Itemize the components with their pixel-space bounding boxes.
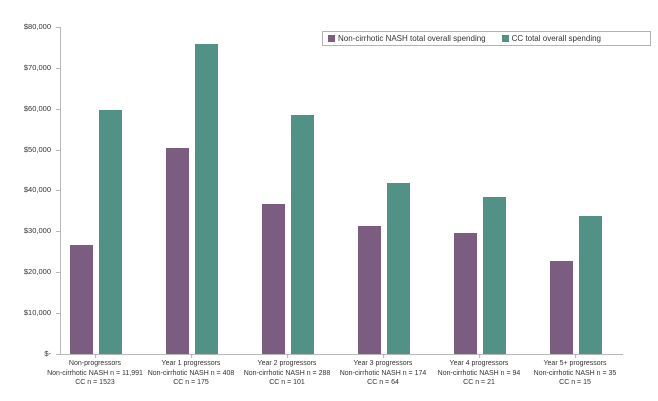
category-name: Non-progressors bbox=[68, 360, 122, 367]
category-cc-n: CC n = 21 bbox=[463, 379, 495, 386]
category-nash-n: Non-cirrhotic NASH n = 288 bbox=[243, 369, 331, 377]
bar-group bbox=[262, 115, 314, 354]
category-cc-n: CC n = 1523 bbox=[75, 379, 115, 386]
bar-cc-spending bbox=[483, 197, 506, 354]
category-nash-n: Non-cirrhotic NASH n = 35 bbox=[533, 369, 617, 377]
y-axis-tick-label: $80,000 bbox=[23, 22, 51, 31]
category-name: Year 2 progressors bbox=[257, 360, 317, 367]
y-axis-tick-label: $50,000 bbox=[23, 145, 51, 154]
category-cc-n: CC n = 101 bbox=[269, 379, 305, 386]
bar-cc-spending bbox=[99, 110, 122, 354]
y-axis-tick bbox=[56, 150, 60, 151]
bar-nash-spending bbox=[550, 261, 573, 354]
category-name: Year 5+ progressors bbox=[543, 360, 607, 367]
category-cc-n: CC n = 64 bbox=[367, 379, 399, 386]
bar-cc-spending bbox=[387, 183, 410, 354]
bar-group bbox=[454, 197, 506, 354]
plot-area bbox=[60, 27, 623, 355]
y-axis-tick-label: $- bbox=[44, 349, 51, 358]
category-nash-n: Non-cirrhotic NASH n = 174 bbox=[339, 369, 427, 377]
category-cc-n: CC n = 175 bbox=[173, 379, 209, 386]
category-nash-n: Non-cirrhotic NASH n = 11,991 bbox=[47, 369, 143, 377]
y-axis-tick bbox=[56, 354, 60, 355]
y-axis-tick bbox=[56, 27, 60, 28]
x-axis-category-label: Year 4 progressors Non-cirrhotic NASH n =… bbox=[399, 359, 559, 388]
y-axis-tick-label: $40,000 bbox=[23, 185, 51, 194]
bar-nash-spending bbox=[358, 226, 381, 354]
legend-swatch-icon bbox=[328, 35, 335, 42]
y-axis-tick-label: $60,000 bbox=[23, 104, 51, 113]
legend: Non-cirrhotic NASH total overall spendin… bbox=[322, 31, 651, 46]
x-axis-category-label: Year 5+ progressors Non-cirrhotic NASH n … bbox=[495, 359, 655, 388]
x-axis-tick bbox=[287, 355, 288, 358]
category-name: Year 4 progressors bbox=[449, 360, 509, 367]
category-nash-n: Non-cirrhotic NASH n = 408 bbox=[147, 369, 235, 377]
category-cc-n: CC n = 15 bbox=[559, 379, 591, 386]
x-axis-tick bbox=[575, 355, 576, 358]
x-axis-tick bbox=[383, 355, 384, 358]
bar-cc-spending bbox=[579, 216, 602, 354]
bar-group bbox=[550, 216, 602, 354]
x-axis-tick bbox=[191, 355, 192, 358]
y-axis-tick bbox=[56, 231, 60, 232]
legend-label: CC total overall spending bbox=[511, 34, 602, 43]
x-axis-category-label: Non-progressors Non-cirrhotic NASH n = 11… bbox=[15, 359, 175, 388]
legend-label: Non-cirrhotic NASH total overall spendin… bbox=[338, 34, 486, 43]
y-axis-tick-label: $30,000 bbox=[23, 226, 51, 235]
bar-group bbox=[166, 44, 218, 354]
y-axis-tick bbox=[56, 109, 60, 110]
category-name: Year 1 progressors bbox=[161, 360, 221, 367]
bar-group bbox=[358, 183, 410, 354]
legend-item: CC total overall spending bbox=[501, 34, 602, 43]
y-axis-tick-label: $70,000 bbox=[23, 63, 51, 72]
bar-cc-spending bbox=[195, 44, 218, 354]
y-axis-tick bbox=[56, 313, 60, 314]
bar-cc-spending bbox=[291, 115, 314, 354]
category-nash-n: Non-cirrhotic NASH n = 94 bbox=[437, 369, 521, 377]
category-name: Year 3 progressors bbox=[353, 360, 413, 367]
bar-nash-spending bbox=[454, 233, 477, 354]
x-axis-category-label: Year 1 progressors Non-cirrhotic NASH n =… bbox=[111, 359, 271, 388]
x-axis-category-label: Year 3 progressors Non-cirrhotic NASH n =… bbox=[303, 359, 463, 388]
bar-nash-spending bbox=[70, 245, 93, 354]
x-axis-category-label: Year 2 progressors Non-cirrhotic NASH n =… bbox=[207, 359, 367, 388]
y-axis-tick-label: $20,000 bbox=[23, 267, 51, 276]
legend-item: Non-cirrhotic NASH total overall spendin… bbox=[328, 34, 486, 43]
x-axis-tick bbox=[479, 355, 480, 358]
legend-swatch-icon bbox=[501, 35, 509, 42]
y-axis-tick-label: $10,000 bbox=[23, 308, 51, 317]
bar-group bbox=[70, 110, 122, 354]
bar-nash-spending bbox=[262, 204, 285, 354]
y-axis-tick bbox=[56, 272, 60, 273]
bar-nash-spending bbox=[166, 148, 189, 354]
y-axis-tick bbox=[56, 68, 60, 69]
x-axis-tick bbox=[95, 355, 96, 358]
y-axis-tick bbox=[56, 190, 60, 191]
